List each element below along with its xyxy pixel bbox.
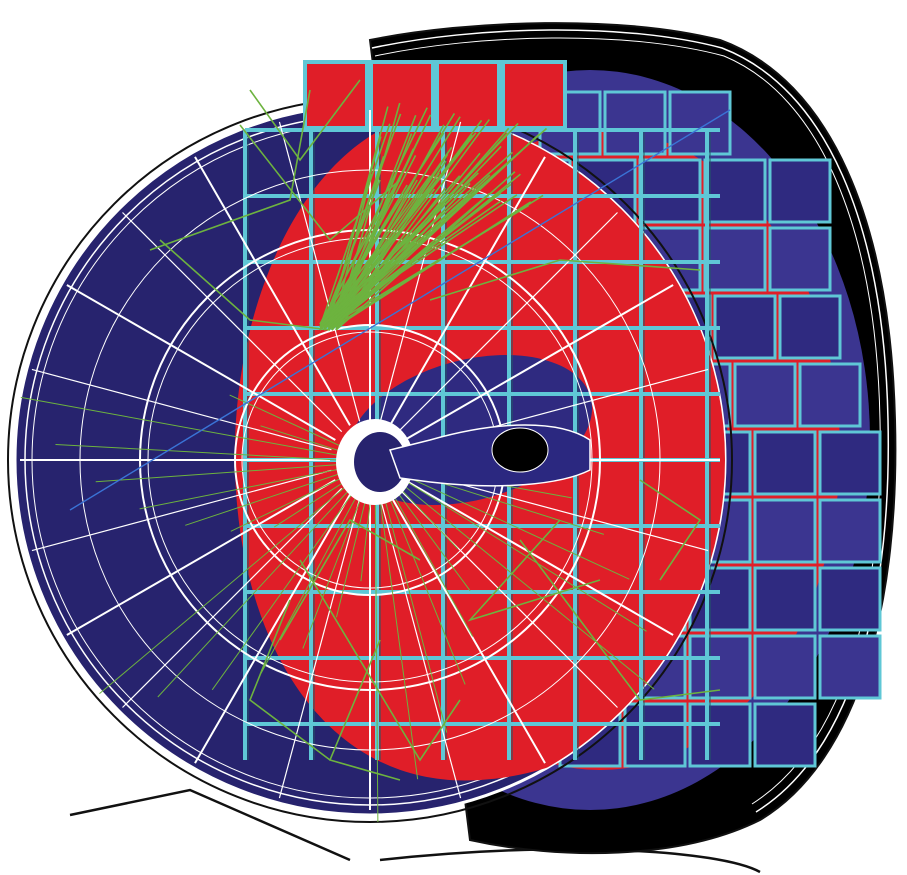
calorimeter-cell [688,702,752,768]
particle-track [249,79,361,162]
particle-track [299,559,461,762]
particle-track [327,146,453,325]
particle-track [159,239,331,331]
calorimeter-cell [435,60,501,130]
wire-spoke [404,479,674,636]
wire-spoke [278,498,361,799]
particle-track [328,639,401,781]
calorimeter-cell [753,430,817,496]
calorimeter-cell [369,60,435,130]
calorimeter-cell [818,430,882,496]
calorimeter-cell [778,294,842,360]
calorimeter-cell [501,60,567,130]
particle-track [157,461,376,698]
calorimeter-cell [303,60,369,130]
wire-spoke [122,212,343,433]
calorimeter-cell [688,634,752,700]
calorimeter-cell [768,158,832,224]
wire-spoke [397,212,618,433]
particle-track [139,461,376,510]
wire-spoke [194,156,351,426]
particle-track [95,461,376,483]
wire-spoke [66,479,336,636]
particle-track [249,599,331,761]
calorimeter-cell [713,294,777,360]
particle-track [374,461,647,632]
particle-track [319,134,473,328]
particle-track [335,136,537,325]
calorimeter-cell [798,362,862,428]
particle-track [467,519,601,622]
particle-track [319,107,428,331]
particle-track [319,151,513,325]
wire-spoke [389,156,546,426]
particle-track [99,461,376,695]
particle-track [211,461,376,691]
wire-spoke [379,498,462,799]
particle-track [279,518,421,641]
particle-track [374,461,419,780]
particle-track [429,259,701,301]
calorimeter-cell [753,566,817,632]
particle-track [323,145,502,331]
particle-track [374,461,448,733]
calorimeter-cell [768,226,832,292]
wire-spoke [66,284,336,441]
calorimeter-cell [818,498,882,564]
beam-pipe [336,419,591,505]
wire-spoke [404,284,674,441]
particle-track [55,443,376,463]
wire-spoke [194,494,351,764]
particle-track [323,113,456,325]
wire-spoke [122,487,343,708]
particle-track [239,124,401,242]
wire-spoke [31,469,332,552]
particle-track [519,539,721,701]
particle-track [374,461,655,690]
calorimeter-cell [638,158,702,224]
calorimeter-cell [703,158,767,224]
particle-track [374,461,630,580]
particle-track [149,89,311,251]
calorimeter-cell [818,566,882,632]
wire-spoke [389,494,546,764]
particle-track [327,194,544,331]
particle-track [319,123,391,328]
particle-track [319,194,518,328]
particle-track [331,173,521,328]
calorimeter-cell [603,90,667,156]
particle-track [20,396,376,463]
calorimeter-cell [623,702,687,768]
particle-track [639,479,702,581]
calorimeter-cell [668,90,732,156]
calorimeter-cell [818,634,882,700]
wireframe [20,110,720,810]
particle-track [374,461,379,822]
wire-spoke [278,121,361,422]
calorimeter-cell [733,362,797,428]
calorimeter-cell [753,634,817,700]
calorimeter-cell [753,702,817,768]
calorimeter-cell [753,498,817,564]
calorimeter-cell [703,226,767,292]
wire-spoke [31,368,332,451]
beam-line [69,109,731,511]
